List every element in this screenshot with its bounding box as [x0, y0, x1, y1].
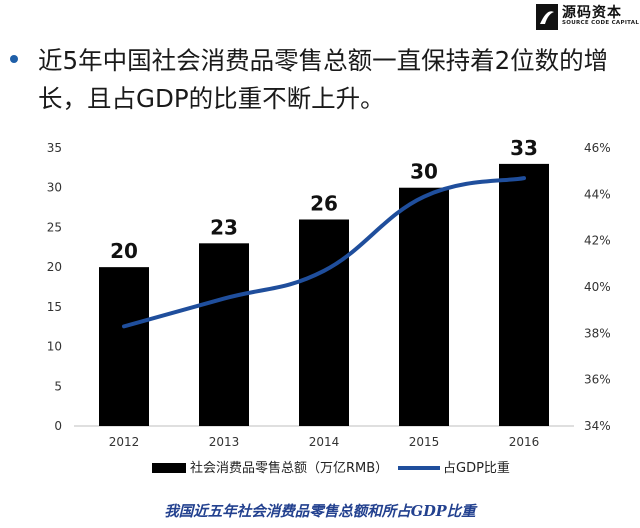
headline: 近5年中国社会消费品零售总额一直保持着2位数的增长，且占GDP的比重不断上升。 [10, 42, 622, 118]
bullet-icon [10, 55, 18, 63]
y-right-tick-label: 36% [584, 373, 611, 387]
bar [199, 243, 249, 426]
y-right-tick-label: 34% [584, 419, 611, 433]
bar [299, 219, 349, 426]
gdp-share-line [122, 176, 526, 329]
logo-name: 源码资本 [562, 5, 622, 21]
bar-series [99, 163, 549, 426]
y-right-tick-label: 46% [584, 141, 611, 155]
brand-logo: 源码资本 SOURCE CODE CAPITAL [532, 2, 640, 32]
y-left-tick-label: 35 [47, 141, 62, 155]
bar-data-label: 20 [110, 239, 138, 263]
bar-data-label: 26 [310, 191, 338, 215]
bar [99, 267, 149, 426]
y-right-tick-label: 38% [584, 326, 611, 340]
bar [499, 163, 549, 426]
bar-data-label: 33 [510, 136, 538, 160]
x-tick-label: 2012 [109, 435, 140, 449]
legend: 社会消费品零售总额（万亿RMB） 占GDP比重 [152, 460, 510, 476]
x-axis: 2012 2013 2014 2015 2016 [109, 435, 540, 449]
chart-caption: 我国近五年社会消费品零售总额和所占GDP比重 [164, 503, 476, 520]
y-axis-right: 34% 36% 38% 40% 42% 44% 46% [584, 141, 611, 433]
headline-text: 近5年中国社会消费品零售总额一直保持着2位数的增长，且占GDP的比重不断上升。 [38, 46, 609, 113]
legend-bar-swatch [152, 463, 186, 473]
x-tick-label: 2014 [309, 435, 340, 449]
x-tick-label: 2015 [409, 435, 440, 449]
y-left-tick-label: 0 [54, 419, 62, 433]
y-left-tick-label: 30 [47, 181, 62, 195]
logo-subtitle: SOURCE CODE CAPITAL [562, 20, 640, 26]
bar-data-label: 30 [410, 160, 438, 184]
logo-mark-icon [536, 4, 558, 30]
y-right-tick-label: 40% [584, 280, 611, 294]
y-right-tick-label: 44% [584, 187, 611, 201]
y-right-tick-label: 42% [584, 234, 611, 248]
bar-data-labels: 20 23 26 30 33 [110, 136, 538, 263]
legend-bar-label: 社会消费品零售总额（万亿RMB） [190, 460, 388, 476]
y-left-tick-label: 25 [47, 220, 62, 234]
legend-line-label: 占GDP比重 [443, 460, 510, 476]
x-tick-label: 2013 [209, 435, 240, 449]
y-left-tick-label: 15 [47, 300, 62, 314]
bar [399, 187, 449, 426]
y-left-tick-label: 10 [47, 340, 62, 354]
y-left-tick-label: 5 [54, 379, 62, 393]
y-axis-left: 0 5 10 15 20 25 30 35 [47, 141, 62, 433]
y-left-tick-label: 20 [47, 260, 62, 274]
bar-data-label: 23 [210, 215, 238, 239]
x-tick-label: 2016 [509, 435, 540, 449]
